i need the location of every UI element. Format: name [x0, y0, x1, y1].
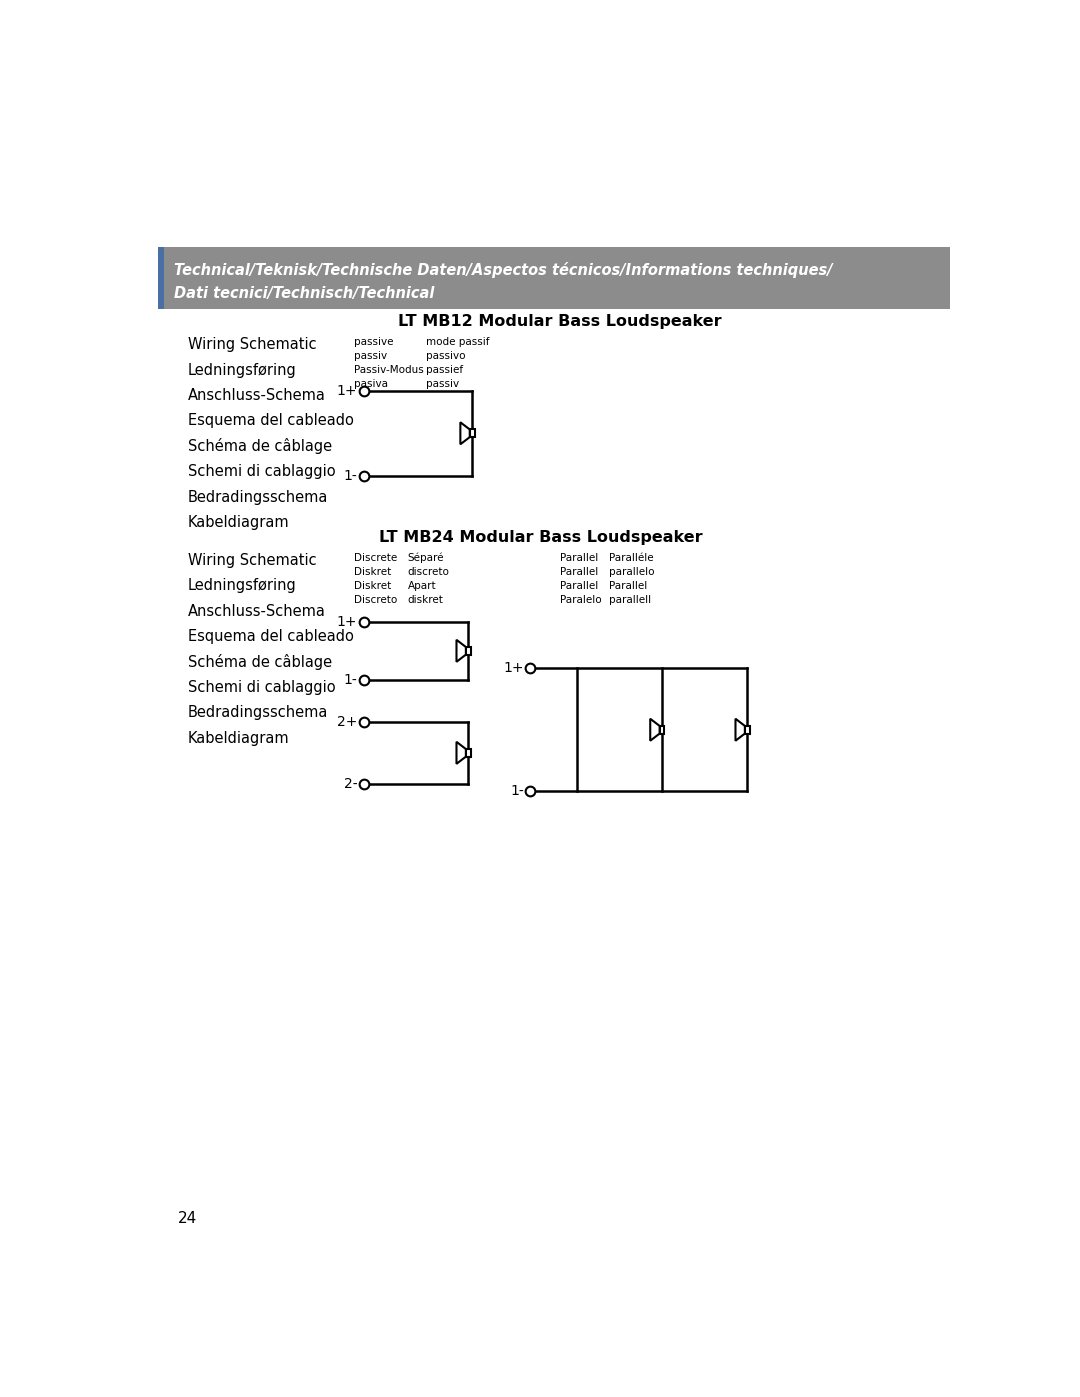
Text: Dati tecnici/Technisch/Technical: Dati tecnici/Technisch/Technical: [174, 285, 434, 300]
Text: 2+: 2+: [337, 715, 357, 729]
Text: Bedradingsschema: Bedradingsschema: [188, 490, 328, 504]
Text: Schemi di cablaggio: Schemi di cablaggio: [188, 680, 335, 694]
Text: Wiring Schematic: Wiring Schematic: [188, 337, 316, 352]
Text: Technical/Teknisk/Technische Daten/Aspectos técnicos/Informations techniques/: Technical/Teknisk/Technische Daten/Aspec…: [174, 263, 833, 278]
Text: Paralléle
parallelo
Parallel
parallell: Paralléle parallelo Parallel parallell: [609, 553, 654, 605]
Text: Schéma de câblage: Schéma de câblage: [188, 439, 332, 454]
Text: Bedradingsschema: Bedradingsschema: [188, 705, 328, 721]
Text: 1+: 1+: [337, 615, 357, 629]
Polygon shape: [457, 742, 465, 764]
Bar: [745, 726, 750, 733]
Text: Schemi di cablaggio: Schemi di cablaggio: [188, 464, 335, 479]
Bar: [660, 726, 664, 733]
Text: Parallel
Parallel
Parallel
Paralelo: Parallel Parallel Parallel Paralelo: [559, 553, 602, 605]
Text: Schéma de câblage: Schéma de câblage: [188, 654, 332, 671]
Polygon shape: [650, 718, 660, 740]
Text: Esquema del cableado: Esquema del cableado: [188, 414, 353, 429]
Bar: [465, 749, 471, 757]
Text: 1+: 1+: [337, 384, 357, 398]
Text: 1-: 1-: [343, 468, 357, 482]
Polygon shape: [460, 422, 470, 444]
Text: Anschluss-Schema: Anschluss-Schema: [188, 604, 325, 619]
Text: Séparé
discreto
Apart
diskret: Séparé discreto Apart diskret: [408, 553, 449, 605]
Bar: [465, 647, 471, 655]
Text: Ledningsføring: Ledningsføring: [188, 578, 296, 594]
Text: Wiring Schematic: Wiring Schematic: [188, 553, 316, 567]
Text: Discrete
Diskret
Diskret
Discreto: Discrete Diskret Diskret Discreto: [354, 553, 397, 605]
Text: Anschluss-Schema: Anschluss-Schema: [188, 388, 325, 404]
Text: Esquema del cableado: Esquema del cableado: [188, 629, 353, 644]
Text: 1-: 1-: [343, 673, 357, 687]
Text: 24: 24: [177, 1211, 197, 1227]
Text: 1-: 1-: [510, 784, 524, 798]
Text: LT MB24 Modular Bass Loudspeaker: LT MB24 Modular Bass Loudspeaker: [379, 529, 703, 545]
Bar: [470, 429, 474, 437]
Text: mode passif
passivo
passief
passiv: mode passif passivo passief passiv: [426, 337, 489, 388]
Polygon shape: [735, 718, 745, 740]
Text: passive
passiv
Passiv-Modus
pasiva: passive passiv Passiv-Modus pasiva: [354, 337, 424, 388]
Text: 2-: 2-: [343, 777, 357, 791]
Bar: [159, 247, 164, 309]
Text: 1+: 1+: [503, 661, 524, 675]
Text: Ledningsføring: Ledningsføring: [188, 363, 296, 377]
Text: Kabeldiagram: Kabeldiagram: [188, 515, 289, 529]
Bar: [159, 247, 950, 309]
Polygon shape: [457, 640, 465, 662]
Text: LT MB12 Modular Bass Loudspeaker: LT MB12 Modular Bass Loudspeaker: [399, 314, 723, 330]
Text: Kabeldiagram: Kabeldiagram: [188, 731, 289, 746]
